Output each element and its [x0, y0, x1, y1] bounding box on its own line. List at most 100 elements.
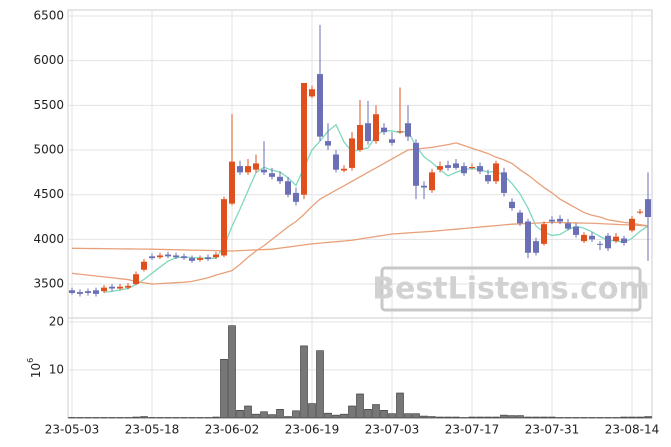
- watermark-box: [380, 266, 642, 312]
- candle-body: [413, 142, 419, 186]
- volume-bar: [484, 416, 492, 419]
- volume-bar: [380, 410, 388, 419]
- plot-frame: [67, 9, 653, 419]
- volume-bar: [476, 416, 484, 419]
- y-tick-label: 3500: [33, 277, 64, 291]
- candle-body: [277, 176, 283, 182]
- volume-bar: [292, 410, 300, 419]
- candle-body: [261, 169, 267, 173]
- candle-body: [525, 221, 531, 253]
- candle-body: [165, 254, 171, 257]
- candle-body: [77, 292, 83, 294]
- volume-bar: [468, 416, 476, 419]
- volume-bar: [532, 416, 540, 419]
- volume-bar: [252, 413, 260, 419]
- candle-body: [253, 163, 259, 170]
- volume-bar: [220, 359, 228, 419]
- candle-body: [381, 127, 387, 133]
- volume-bar: [644, 416, 652, 419]
- volume-bar: [636, 416, 644, 419]
- candle-body: [357, 124, 363, 151]
- candle-body: [173, 255, 179, 258]
- volume-bar: [508, 415, 516, 419]
- candle-body: [533, 241, 539, 253]
- x-tick-label: 23-08-14: [605, 423, 659, 437]
- x-tick-label: 23-07-17: [445, 423, 499, 437]
- y-tick-label: 6000: [33, 53, 64, 67]
- volume-bar: [132, 416, 140, 419]
- x-tick-label: 23-05-18: [125, 423, 179, 437]
- volume-bar: [412, 413, 420, 419]
- volume-bar: [268, 414, 276, 419]
- y-tick-label: 10: [49, 362, 64, 376]
- volume-bar: [324, 412, 332, 419]
- candle-body: [389, 139, 395, 143]
- candle-body: [373, 114, 379, 142]
- candle-body: [213, 254, 219, 258]
- candle-body: [573, 226, 579, 235]
- volume-bar: [284, 416, 292, 419]
- candle-body: [557, 218, 563, 222]
- candle-body: [549, 219, 555, 222]
- volume-bar: [444, 416, 452, 419]
- y-tick-label: 20: [49, 314, 64, 328]
- candle-body: [221, 199, 227, 256]
- volume-bar: [308, 403, 316, 419]
- volume-label-base: 10: [29, 363, 43, 378]
- volume-bar: [228, 325, 236, 419]
- watermark: BestListens.com: [372, 272, 650, 307]
- candle-body: [341, 168, 347, 171]
- candle-body: [541, 224, 547, 244]
- candle-body: [301, 83, 307, 195]
- candle-body: [429, 172, 435, 191]
- candle-body: [405, 123, 411, 137]
- volume-bar: [348, 405, 356, 419]
- candle-body: [421, 185, 427, 188]
- candle-body: [565, 223, 571, 229]
- volume-bar: [388, 413, 396, 419]
- candle-body: [477, 166, 483, 172]
- candle-body: [349, 138, 355, 168]
- volume-bar: [620, 416, 628, 419]
- candle-body: [629, 218, 635, 231]
- candle-body: [621, 238, 627, 243]
- volume-bar: [236, 410, 244, 419]
- candle-body: [157, 255, 163, 258]
- candle-body: [469, 166, 475, 168]
- y-tick-label: 5500: [33, 98, 64, 112]
- volume-bar: [452, 416, 460, 419]
- candle-body: [285, 181, 291, 195]
- candle-body: [93, 290, 99, 294]
- volume-bar: [548, 416, 556, 419]
- candle-body: [125, 285, 131, 288]
- volume-bar: [300, 345, 308, 419]
- candle-body: [197, 258, 203, 260]
- volume-bar: [420, 415, 428, 419]
- candle-body: [309, 89, 315, 97]
- candle-body: [109, 286, 115, 289]
- candle-body: [181, 256, 187, 259]
- y-tick-label: 4500: [33, 187, 64, 201]
- candle-body: [445, 165, 451, 168]
- volume-bar: [316, 350, 324, 419]
- volume-bar: [372, 404, 380, 419]
- x-tick-label: 23-07-03: [365, 423, 419, 437]
- volume-bar: [356, 393, 364, 419]
- y-tick-label: 4000: [33, 232, 64, 246]
- candle-body: [365, 123, 371, 142]
- candle-body: [501, 172, 507, 193]
- volume-bar: [260, 411, 268, 419]
- y-tick-label: 6500: [33, 8, 64, 22]
- candle-body: [509, 201, 515, 209]
- candle-body: [189, 258, 195, 261]
- volume-bar: [436, 416, 444, 419]
- moving-average-line: [71, 221, 649, 252]
- volume-bar: [540, 416, 548, 419]
- candle-body: [237, 166, 243, 173]
- candle-body: [133, 274, 139, 285]
- candle-body: [397, 131, 403, 133]
- volume-bar: [396, 392, 404, 419]
- candle-body: [581, 234, 587, 242]
- candle-body: [317, 74, 323, 137]
- volume-bar: [332, 414, 340, 419]
